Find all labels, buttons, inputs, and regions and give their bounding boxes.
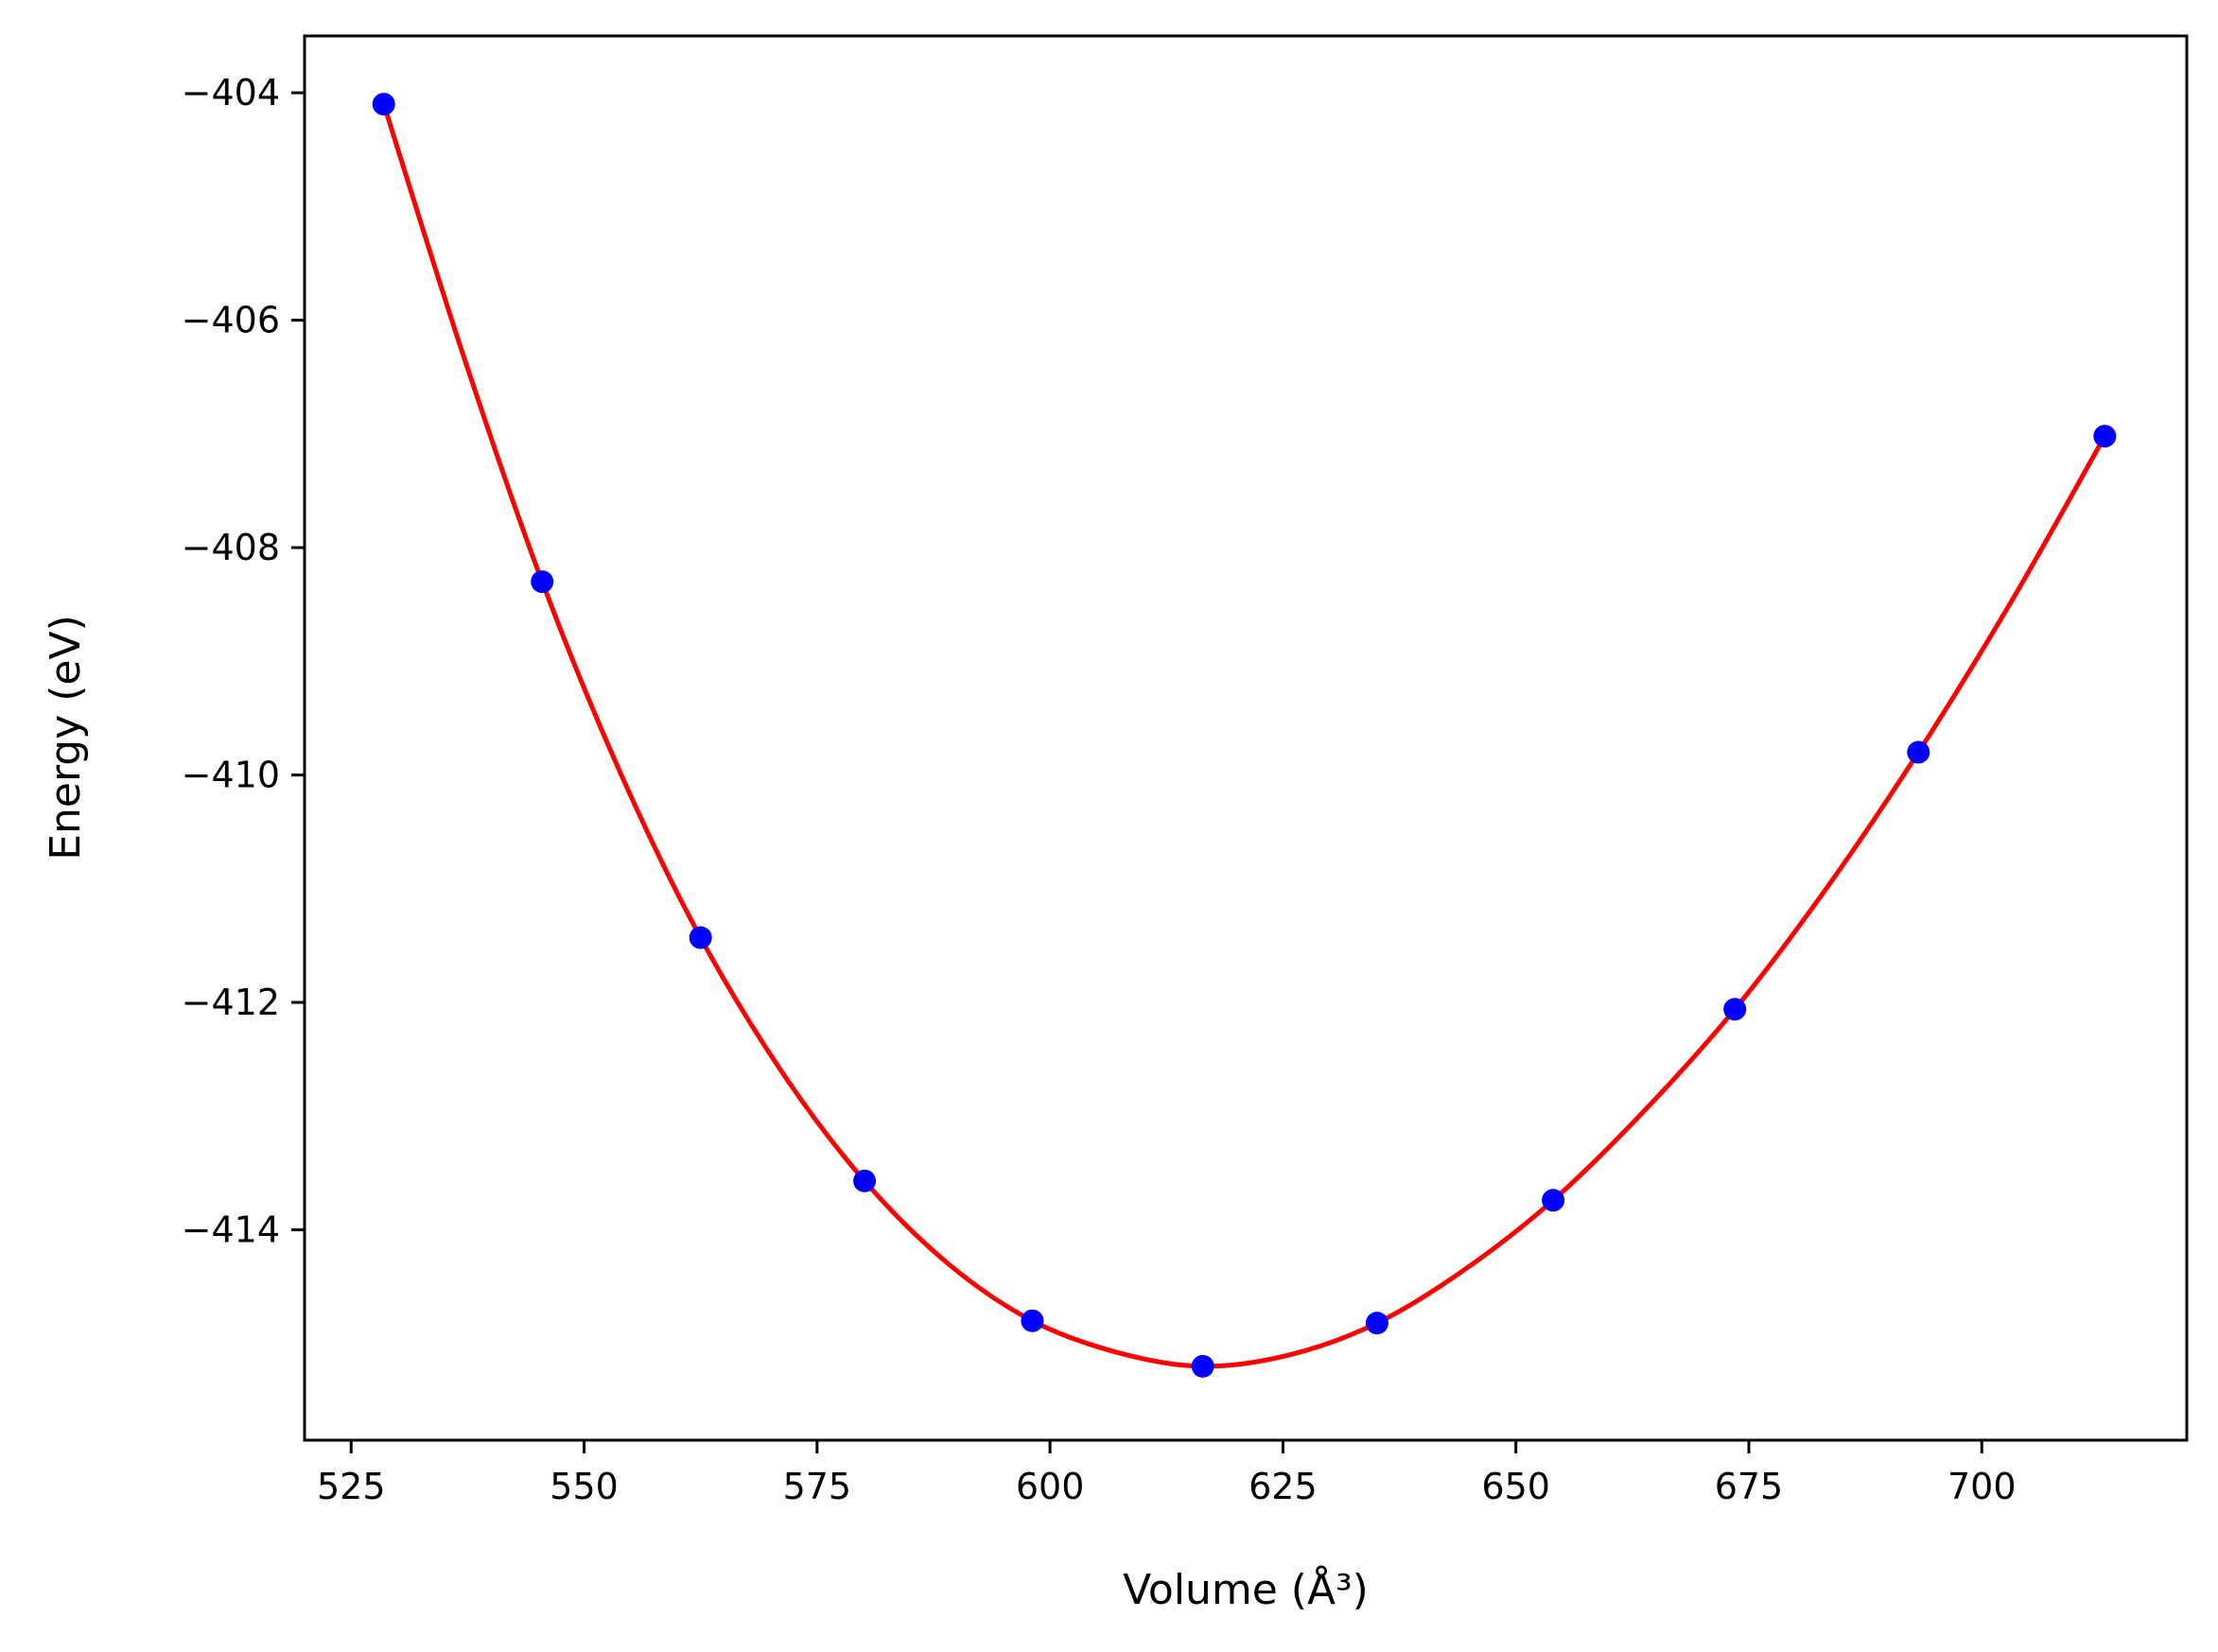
y-axis-label: Energy (eV) xyxy=(42,615,90,861)
x-tick-label: 600 xyxy=(1016,1466,1085,1507)
y-axis-ticks: −404 −406 −408 −410 −412 −414 xyxy=(182,72,305,1251)
x-tick-label: 525 xyxy=(317,1466,386,1507)
y-tick-label: −408 xyxy=(182,527,280,568)
y-tick-label: −414 xyxy=(182,1209,280,1251)
fit-curve-layer xyxy=(381,103,2107,1369)
x-axis-label: Volume (Å³) xyxy=(1123,1564,1369,1614)
plot-frame xyxy=(303,34,2189,1442)
y-tick-label: −404 xyxy=(182,72,280,113)
x-axis-ticks: 525 550 575 600 625 650 675 700 xyxy=(317,1440,2017,1507)
x-tick-label: 650 xyxy=(1481,1466,1550,1507)
y-tick-label: −412 xyxy=(182,982,280,1023)
x-tick-label: 625 xyxy=(1249,1466,1318,1507)
fit-curve-line xyxy=(381,103,2107,1369)
data-point xyxy=(531,570,554,594)
data-point xyxy=(1191,1354,1214,1378)
data-point xyxy=(689,926,712,949)
x-tick-label: 675 xyxy=(1715,1466,1784,1507)
data-point xyxy=(853,1169,877,1192)
data-points-layer xyxy=(372,93,2117,1378)
data-point xyxy=(1542,1189,1565,1212)
data-point xyxy=(1723,998,1747,1021)
y-tick-label: −410 xyxy=(182,755,280,796)
x-tick-label: 575 xyxy=(783,1466,852,1507)
data-point xyxy=(372,93,395,116)
data-point xyxy=(1907,740,1930,764)
x-tick-label: 700 xyxy=(1947,1466,2017,1507)
data-point xyxy=(1365,1312,1388,1335)
data-point xyxy=(1021,1309,1044,1332)
y-tick-label: −406 xyxy=(182,300,280,341)
data-point xyxy=(2093,425,2117,448)
x-tick-label: 550 xyxy=(550,1466,619,1507)
